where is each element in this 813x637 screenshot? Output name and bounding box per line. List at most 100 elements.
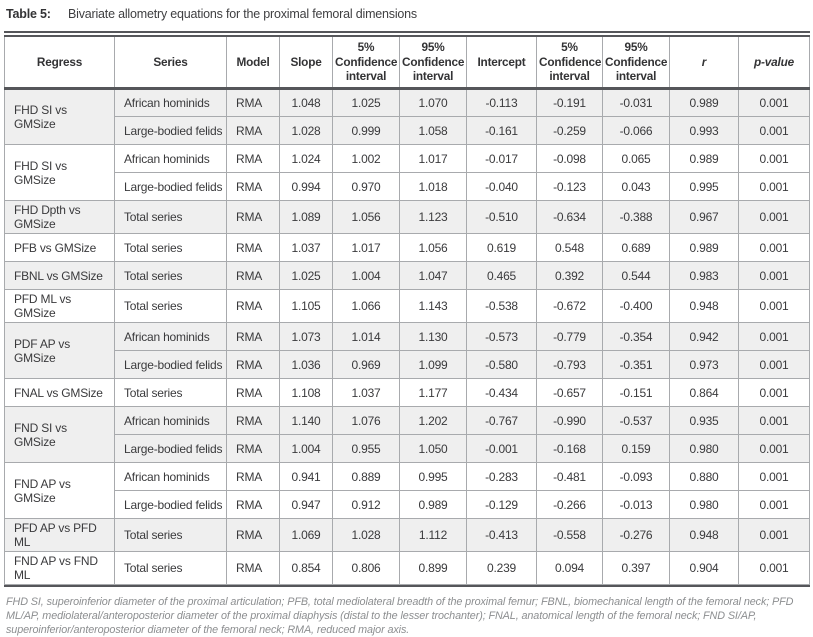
p-value-cell: 0.001 xyxy=(738,350,810,380)
slope-cell: 1.037 xyxy=(279,233,333,263)
ci5-slope-cell: 1.066 xyxy=(332,289,400,324)
ci95-slope-cell: 1.050 xyxy=(399,434,467,464)
model-cell: RMA xyxy=(226,144,280,174)
intercept-cell: -0.113 xyxy=(466,88,537,118)
p-value-cell: 0.001 xyxy=(738,490,810,520)
p-value-cell: 0.001 xyxy=(738,144,810,174)
ci5-slope-cell: 1.014 xyxy=(332,322,400,352)
ci95-slope-cell: 1.018 xyxy=(399,172,467,202)
ci95-slope-cell: 1.047 xyxy=(399,261,467,291)
ci95-intercept-cell: -0.066 xyxy=(602,116,670,146)
table-row: FBNL vs GMSize Total series RMA 1.025 1.004 1… xyxy=(4,261,810,291)
intercept-cell: -0.283 xyxy=(466,462,537,492)
series-cell: Total series xyxy=(114,289,227,324)
slope-cell: 1.036 xyxy=(279,350,333,380)
table-frame: Regress Series Model Slope 5% Confidence… xyxy=(4,35,810,588)
ci5-slope-cell: 0.969 xyxy=(332,350,400,380)
model-cell: RMA xyxy=(226,200,280,235)
slope-cell: 1.069 xyxy=(279,518,333,553)
series-cell: Large-bodied felids xyxy=(114,172,227,202)
slope-cell: 0.854 xyxy=(279,551,333,586)
series-cell: African hominids xyxy=(114,144,227,174)
ci95-slope-cell: 0.899 xyxy=(399,551,467,586)
intercept-cell: -0.001 xyxy=(466,434,537,464)
ci95-slope-cell: 1.070 xyxy=(399,88,467,118)
table-row: FND SI vs GMSize African hominids RMA 1.140… xyxy=(4,406,810,464)
p-value-cell: 0.001 xyxy=(738,406,810,436)
ci95-intercept-cell: 0.043 xyxy=(602,172,670,202)
ci95-slope-cell: 1.143 xyxy=(399,289,467,324)
r-cell: 0.995 xyxy=(669,172,739,202)
r-cell: 0.864 xyxy=(669,378,739,408)
slope-cell: 1.028 xyxy=(279,116,333,146)
ci5-slope-cell: 1.076 xyxy=(332,406,400,436)
series-cell: Large-bodied felids xyxy=(114,116,227,146)
r-cell: 0.880 xyxy=(669,462,739,492)
ci5-slope-cell: 1.056 xyxy=(332,200,400,235)
column-header-intercept: Intercept xyxy=(466,37,537,91)
ci95-intercept-cell: 0.689 xyxy=(602,233,670,263)
column-header-model: Model xyxy=(226,37,280,91)
ci5-intercept-cell: 0.548 xyxy=(536,233,603,263)
table-row: Large-bodied felids RMA 1.028 0.999 1.058 -0.… xyxy=(5,116,810,146)
table-row: PFB vs GMSize Total series RMA 1.037 1.017 1.… xyxy=(4,233,810,263)
series-cell: Large-bodied felids xyxy=(114,490,227,520)
table-row: PFD ML vs GMSize Total series RMA 1.105 1.06… xyxy=(4,289,810,324)
model-cell: RMA xyxy=(226,322,280,352)
ci5-intercept-cell: 0.094 xyxy=(536,551,603,586)
p-value-cell: 0.001 xyxy=(738,88,810,118)
ci95-intercept-cell: -0.388 xyxy=(602,200,670,235)
regress-cell: FND AP vs FND ML xyxy=(4,551,115,586)
p-value-cell: 0.001 xyxy=(738,434,810,464)
ci5-slope-cell: 0.806 xyxy=(332,551,400,586)
ci5-intercept-cell: -0.123 xyxy=(536,172,603,202)
table-row: PFD AP vs PFD ML Total series RMA 1.069 1.02… xyxy=(4,518,810,553)
ci5-intercept-cell: -0.266 xyxy=(536,490,603,520)
table-body: FHD SI vs GMSize African hominids RMA 1.048… xyxy=(4,88,810,586)
column-header-ci95-intercept: 95% Confidence interval xyxy=(602,37,670,91)
r-cell: 0.989 xyxy=(669,88,739,118)
series-cell: Total series xyxy=(114,261,227,291)
ci5-slope-cell: 1.004 xyxy=(332,261,400,291)
regress-cell: FHD SI vs GMSize xyxy=(4,144,115,202)
table-footnote: FHD SI, superoinferior diameter of the p… xyxy=(6,596,794,637)
table-row: PDF AP vs GMSize African hominids RMA 1.073… xyxy=(4,322,810,380)
series-cell: Large-bodied felids xyxy=(114,350,227,380)
series-cell: Total series xyxy=(114,200,227,235)
ci5-slope-cell: 0.889 xyxy=(332,462,400,492)
ci95-slope-cell: 0.989 xyxy=(399,490,467,520)
intercept-cell: -0.573 xyxy=(466,322,537,352)
p-value-cell: 0.001 xyxy=(738,233,810,263)
intercept-cell: -0.767 xyxy=(466,406,537,436)
regress-cell: FHD Dpth vs GMSize xyxy=(4,200,115,235)
ci5-slope-cell: 0.955 xyxy=(332,434,400,464)
ci5-slope-cell: 1.002 xyxy=(332,144,400,174)
ci5-intercept-cell: -0.634 xyxy=(536,200,603,235)
ci5-intercept-cell: -0.558 xyxy=(536,518,603,553)
p-value-cell: 0.001 xyxy=(738,322,810,352)
slope-cell: 1.140 xyxy=(279,406,333,436)
model-cell: RMA xyxy=(226,116,280,146)
ci95-slope-cell: 1.177 xyxy=(399,378,467,408)
ci5-intercept-cell: -0.793 xyxy=(536,350,603,380)
intercept-cell: 0.619 xyxy=(466,233,537,263)
ci5-intercept-cell: -0.657 xyxy=(536,378,603,408)
slope-cell: 1.024 xyxy=(279,144,333,174)
intercept-cell: -0.413 xyxy=(466,518,537,553)
slope-cell: 0.947 xyxy=(279,490,333,520)
model-cell: RMA xyxy=(226,434,280,464)
p-value-cell: 0.001 xyxy=(738,551,810,586)
ci5-intercept-cell: -0.779 xyxy=(536,322,603,352)
table-top-rule: Regress Series Model Slope 5% Confidence… xyxy=(4,31,810,588)
model-cell: RMA xyxy=(226,289,280,324)
regress-cell: FND AP vs GMSize xyxy=(4,462,115,520)
column-header-series: Series xyxy=(114,37,227,91)
ci95-intercept-cell: 0.397 xyxy=(602,551,670,586)
ci5-slope-cell: 1.025 xyxy=(332,88,400,118)
model-cell: RMA xyxy=(226,462,280,492)
ci5-slope-cell: 0.970 xyxy=(332,172,400,202)
intercept-cell: 0.239 xyxy=(466,551,537,586)
ci95-intercept-cell: -0.013 xyxy=(602,490,670,520)
ci95-intercept-cell: -0.093 xyxy=(602,462,670,492)
